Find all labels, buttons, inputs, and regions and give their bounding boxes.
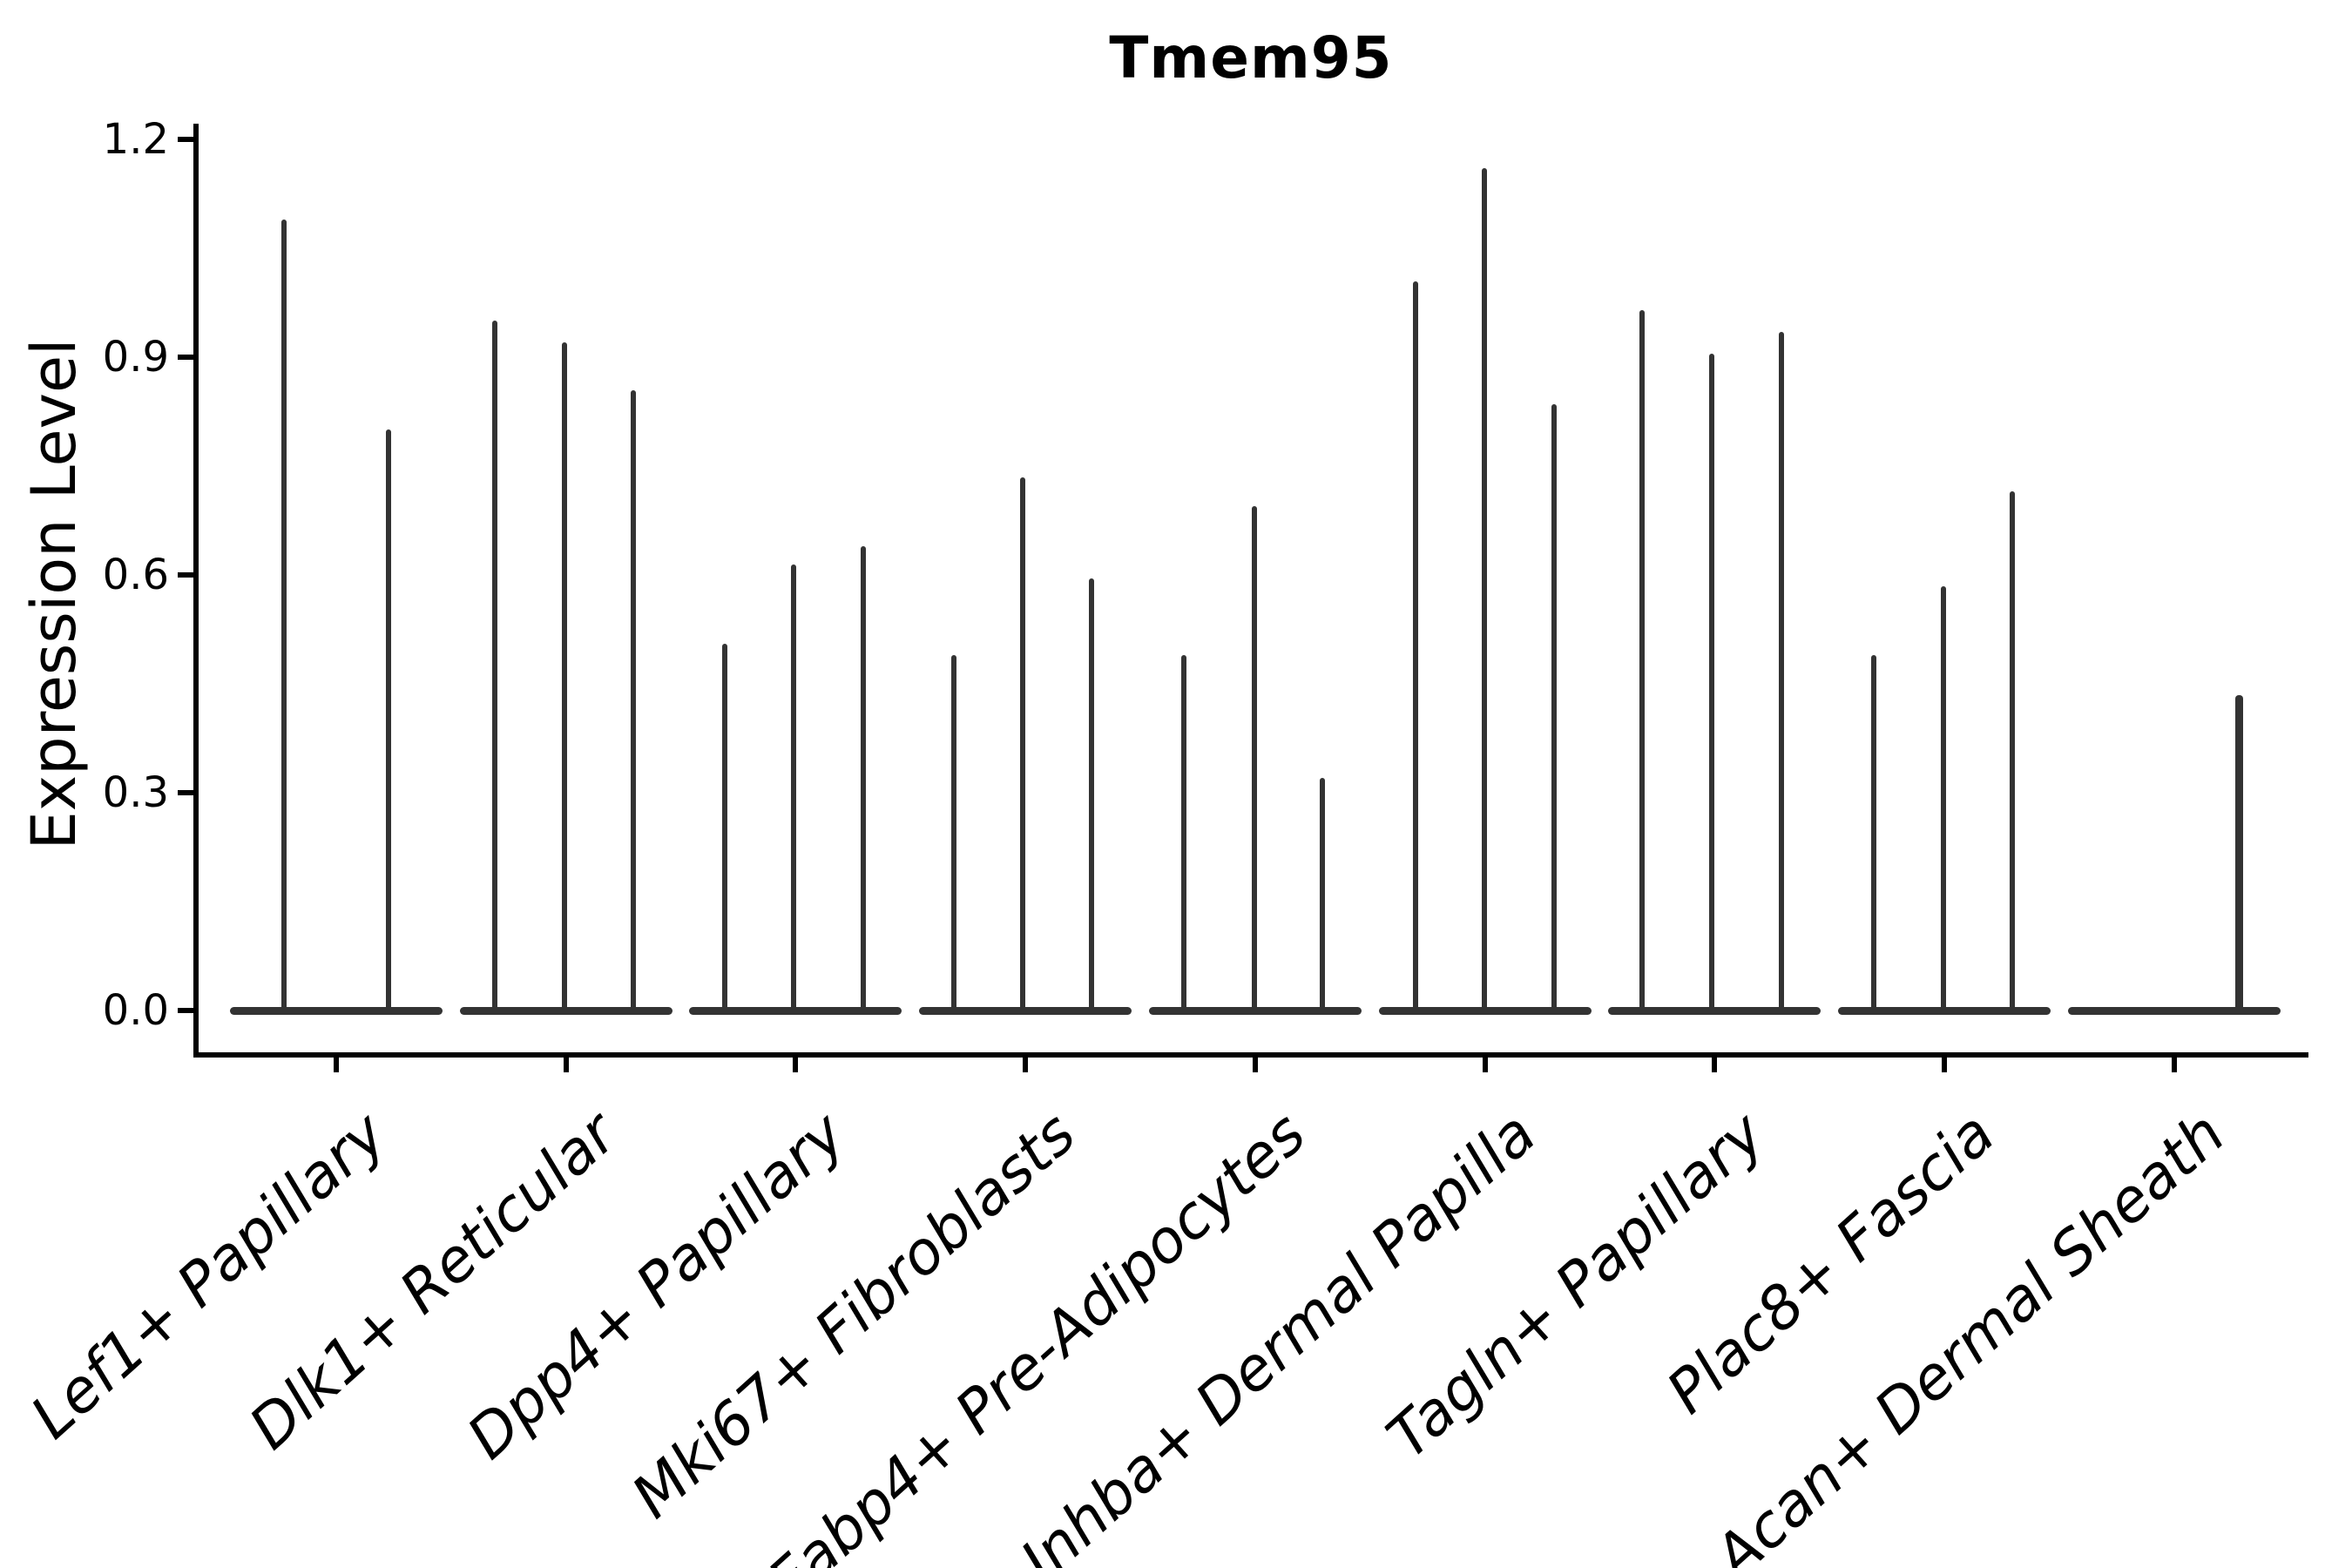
x-tick-mark <box>564 1058 569 1072</box>
chart-title: Tmem95 <box>1109 24 1393 91</box>
y-tick-mark <box>178 1008 193 1013</box>
y-tick-label: 1.2 <box>102 115 169 164</box>
x-tick-mark <box>1712 1058 1717 1072</box>
violin-spike <box>1639 309 1645 1010</box>
violin-spike <box>386 429 391 1010</box>
violin-spike <box>1779 331 1784 1010</box>
x-tick-mark <box>2172 1058 2177 1072</box>
x-tick-label: Dpp4+ Papillary <box>455 1099 859 1473</box>
violin-spike <box>631 389 636 1010</box>
x-tick-mark <box>1942 1058 1947 1072</box>
x-tick-label: Mki67+ Fibroblasts <box>618 1099 1089 1532</box>
violin-spike <box>1871 654 1876 1010</box>
violin-base <box>919 1007 1132 1015</box>
x-tick-mark <box>1483 1058 1488 1072</box>
violin-spike <box>2234 694 2243 1010</box>
violin-spike <box>1551 404 1557 1010</box>
violin-spike <box>1709 353 1714 1010</box>
y-tick-mark <box>178 572 193 578</box>
y-tick-mark <box>178 790 193 795</box>
violin-spike <box>1252 505 1257 1010</box>
y-tick-label: 0.9 <box>102 333 169 382</box>
violin-spike <box>1020 476 1025 1010</box>
x-tick-mark <box>1023 1058 1028 1072</box>
x-tick-label: Tagln+ Papillary <box>1374 1099 1778 1473</box>
y-axis-spine <box>193 124 199 1058</box>
violin-base <box>1608 1007 1821 1015</box>
violin-base <box>1379 1007 1592 1015</box>
violin-base <box>2068 1007 2281 1015</box>
violin-spike <box>1413 280 1418 1010</box>
x-axis-spine <box>193 1052 2308 1058</box>
violin-spike <box>791 564 796 1010</box>
violin-base <box>689 1007 902 1015</box>
violin-base <box>460 1007 672 1015</box>
violin-spike <box>1089 578 1094 1010</box>
violin-spike <box>1181 654 1186 1010</box>
y-tick-label: 0.0 <box>102 986 169 1035</box>
violin-base <box>1149 1007 1362 1015</box>
violin-spike <box>1941 585 1946 1010</box>
y-tick-label: 0.3 <box>102 768 169 817</box>
violin-base <box>230 1007 443 1015</box>
y-tick-mark <box>178 137 193 142</box>
violin-spike <box>281 219 287 1010</box>
violin-spike <box>562 342 567 1010</box>
violin-spike <box>861 545 866 1010</box>
x-tick-mark <box>1253 1058 1258 1072</box>
violin-spike <box>951 654 956 1010</box>
violin-spike <box>1320 778 1325 1010</box>
y-tick-mark <box>178 355 193 360</box>
violin-spike <box>722 644 727 1010</box>
violin-spike <box>1482 168 1487 1010</box>
y-tick-label: 0.6 <box>102 551 169 599</box>
violin-spike <box>2010 491 2015 1010</box>
violin-spike <box>492 321 497 1010</box>
x-tick-mark <box>793 1058 798 1072</box>
x-tick-mark <box>334 1058 339 1072</box>
violin-base <box>1838 1007 2051 1015</box>
